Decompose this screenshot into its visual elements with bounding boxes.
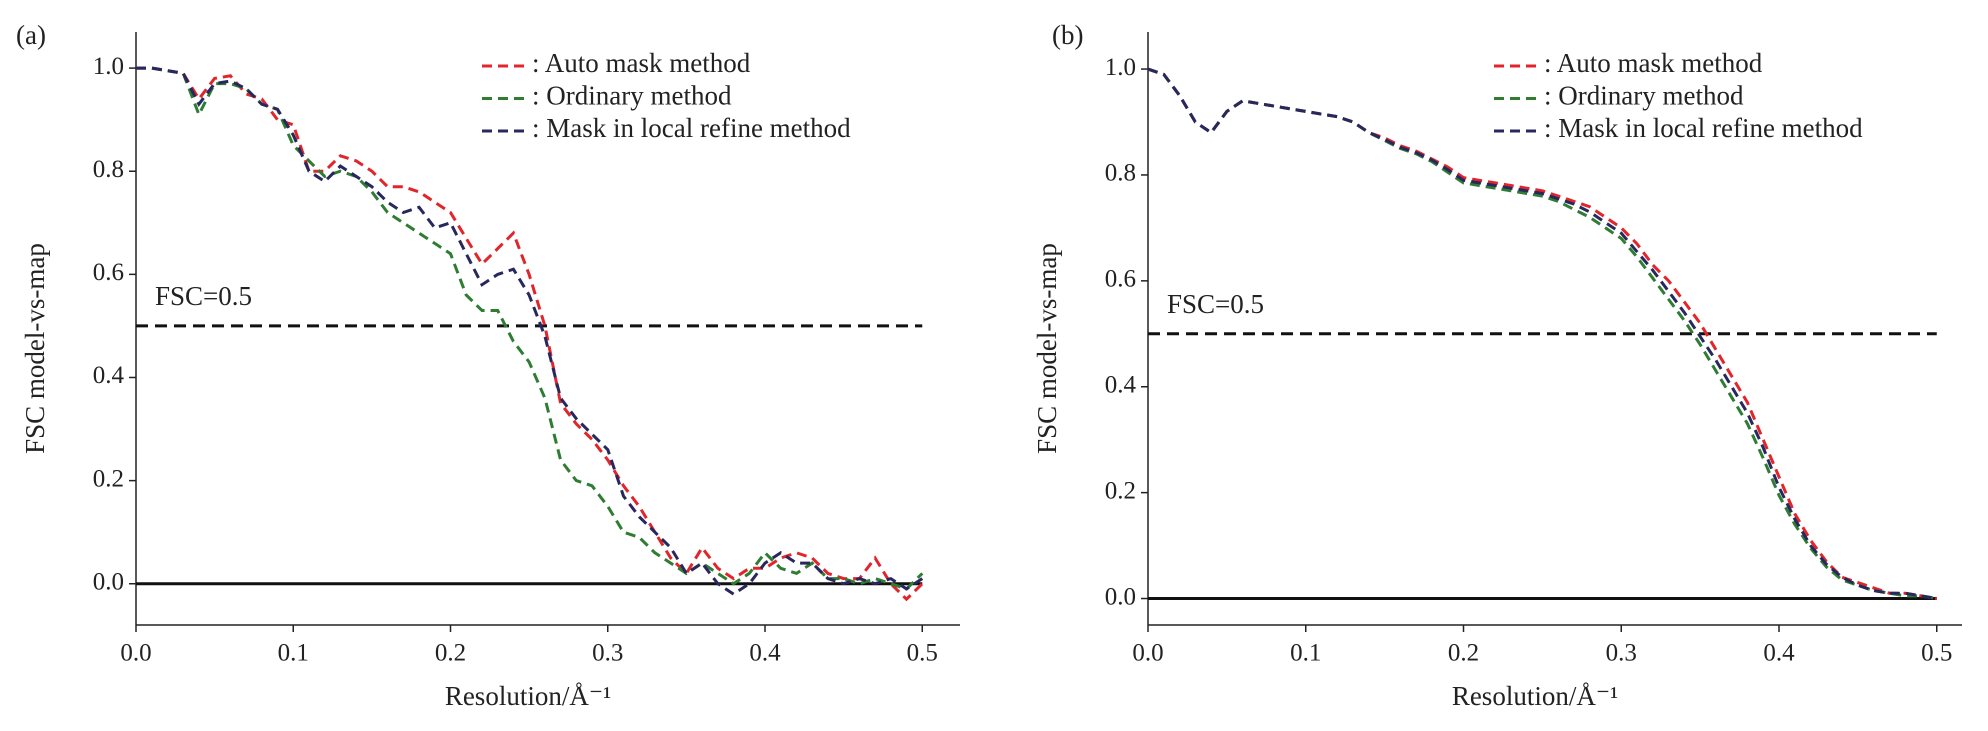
- x-tick-label: 0.5: [907, 640, 938, 667]
- x-tick-label: 0.2: [1448, 640, 1479, 667]
- y-tick-label: 0.4: [93, 362, 125, 389]
- x-tick-label: 0.3: [1606, 640, 1637, 667]
- y-tick-label: 0.8: [1105, 160, 1136, 187]
- y-tick-label: 1.0: [1105, 54, 1136, 81]
- legend-label: : Mask in local refine method: [1544, 113, 1863, 143]
- x-tick-label: 0.3: [592, 640, 623, 667]
- series-line: [136, 66, 924, 596]
- series-line: [136, 66, 924, 591]
- x-tick-label: 0.0: [120, 640, 151, 667]
- annotation: FSC=0.5: [1167, 289, 1264, 319]
- y-tick-label: 0.2: [1105, 477, 1136, 504]
- y-tick-label: 0.6: [1105, 266, 1136, 293]
- x-tick-label: 0.5: [1921, 640, 1952, 667]
- y-axis-label: FSC model-vs-map: [1032, 243, 1062, 454]
- y-axis-label: FSC model-vs-map: [20, 243, 50, 454]
- y-tick-label: 0.0: [93, 568, 124, 595]
- y-tick-label: 1.0: [93, 53, 124, 80]
- series-line: [1147, 67, 1938, 600]
- series-line: [136, 66, 924, 602]
- y-tick-label: 0.4: [1105, 371, 1137, 398]
- legend-label: : Ordinary method: [532, 81, 732, 111]
- legend-label: : Auto mask method: [532, 48, 751, 78]
- series-line: [1147, 67, 1938, 600]
- legend-label: : Auto mask method: [1544, 48, 1763, 78]
- y-tick-label: 0.0: [1105, 583, 1136, 610]
- panel-label: (a): [16, 20, 46, 50]
- y-tick-label: 0.2: [93, 465, 124, 492]
- legend-label: : Mask in local refine method: [532, 113, 851, 143]
- legend-label: : Ordinary method: [1544, 81, 1744, 111]
- x-tick-label: 0.2: [435, 640, 466, 667]
- panel-label: (b): [1052, 20, 1083, 50]
- x-axis-label: Resolution/Å⁻¹: [445, 681, 611, 711]
- y-tick-label: 0.8: [93, 156, 124, 183]
- x-tick-label: 0.4: [1763, 640, 1795, 667]
- x-tick-label: 0.0: [1132, 640, 1163, 667]
- x-axis-label: Resolution/Å⁻¹: [1452, 681, 1618, 711]
- series-line: [1147, 67, 1938, 600]
- x-tick-label: 0.4: [749, 640, 781, 667]
- x-tick-label: 0.1: [278, 640, 309, 667]
- y-tick-label: 0.6: [93, 259, 124, 286]
- annotation: FSC=0.5: [155, 281, 252, 311]
- x-tick-label: 0.1: [1290, 640, 1321, 667]
